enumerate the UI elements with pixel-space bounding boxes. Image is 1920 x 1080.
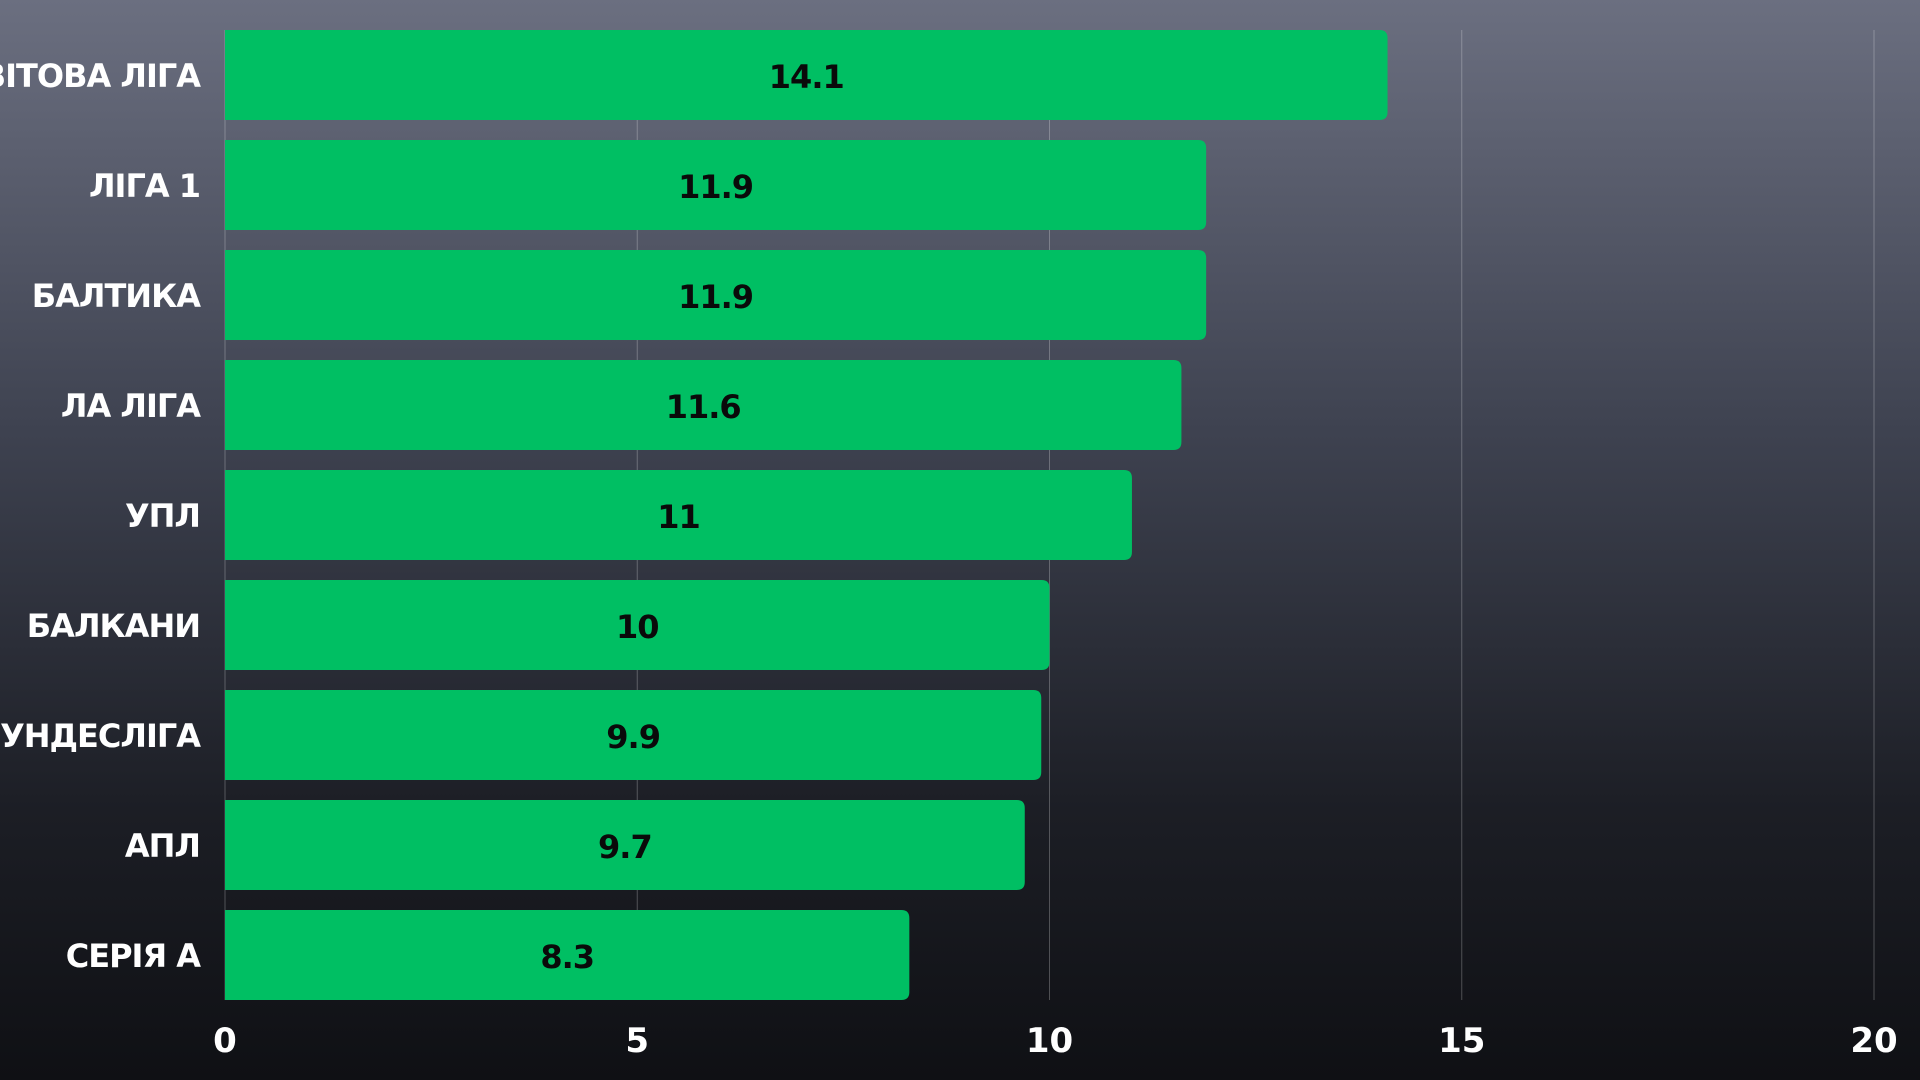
x-tick-label: 15 [1438, 1021, 1485, 1061]
value-label: 11.6 [666, 388, 741, 426]
bar [225, 470, 1132, 560]
category-label: БАЛТИКА [32, 277, 202, 315]
bar [225, 800, 1025, 890]
x-tick-label: 0 [213, 1021, 237, 1061]
bar [225, 30, 1388, 120]
category-label: СВІТОВА ЛІГА [0, 57, 201, 95]
category-label: УПЛ [125, 497, 200, 535]
value-label: 14.1 [769, 58, 844, 96]
category-label: СЕРІЯ А [66, 937, 201, 975]
value-label: 8.3 [540, 938, 594, 976]
bar [225, 250, 1207, 340]
value-label: 11.9 [678, 278, 753, 316]
category-label: ЛА ЛІГА [61, 387, 201, 425]
value-label: 11 [657, 498, 700, 536]
value-label: 9.7 [598, 828, 652, 866]
category-label: АПЛ [125, 827, 200, 865]
category-label: БАЛКАНИ [27, 607, 200, 645]
bars-group [225, 30, 1388, 1000]
x-tick-label: 5 [625, 1021, 649, 1061]
x-tick-label: 10 [1026, 1021, 1073, 1061]
x-axis-ticks: 0 5 10 15 20 [213, 1021, 1898, 1061]
bar [225, 690, 1042, 780]
bar [225, 360, 1182, 450]
category-label: БУНДЕСЛІГА [0, 717, 201, 755]
bar [225, 140, 1207, 230]
x-tick-label: 20 [1850, 1021, 1897, 1061]
category-label: ЛІГА 1 [89, 167, 200, 205]
value-labels: 14.1 11.9 11.9 11.6 11 10 9.9 9.7 8.3 [540, 58, 844, 976]
value-label: 10 [616, 608, 659, 646]
bar [225, 580, 1050, 670]
bar [225, 910, 910, 1000]
value-label: 9.9 [606, 718, 660, 756]
category-labels: СВІТОВА ЛІГА ЛІГА 1 БАЛТИКА ЛА ЛІГА УПЛ БАЛКА… [0, 57, 202, 975]
value-label: 11.9 [678, 168, 753, 206]
